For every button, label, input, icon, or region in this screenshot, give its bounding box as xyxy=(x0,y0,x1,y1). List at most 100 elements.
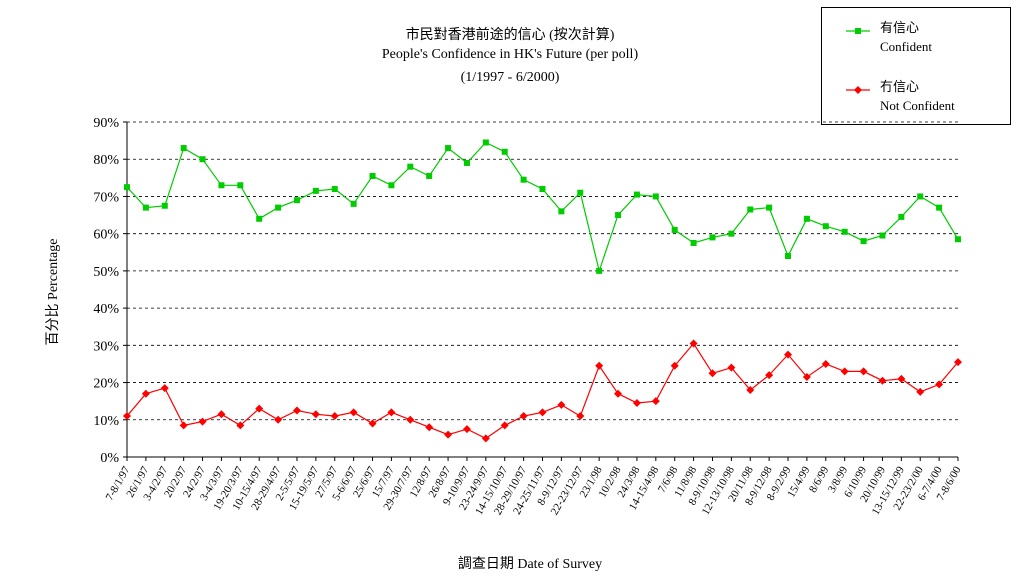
data-point xyxy=(311,410,320,419)
data-point xyxy=(954,358,962,367)
data-point xyxy=(462,425,471,434)
series-line xyxy=(126,141,959,274)
data-point xyxy=(879,232,886,239)
y-tick-label: 80% xyxy=(93,153,119,168)
data-point xyxy=(708,369,717,378)
data-point xyxy=(500,421,509,430)
data-point xyxy=(709,234,716,241)
data-point xyxy=(330,412,339,421)
data-point xyxy=(256,215,263,222)
data-point xyxy=(557,400,566,409)
data-point xyxy=(558,208,565,215)
data-point xyxy=(747,206,754,213)
x-tick-labels: 7-8/1/9726/1/973-4/2/9720/2/9724/2/973-4… xyxy=(104,464,964,517)
data-point xyxy=(275,204,282,211)
data-point xyxy=(840,367,849,376)
data-point xyxy=(615,212,622,219)
data-point xyxy=(803,215,810,222)
y-tick-label: 20% xyxy=(93,377,119,392)
data-point xyxy=(350,200,357,207)
chart-title: 市民對香港前途的信心 (按次計算) xyxy=(405,28,615,43)
data-point xyxy=(539,186,546,192)
data-point xyxy=(935,380,944,389)
data-point xyxy=(916,387,925,396)
data-point xyxy=(859,367,868,376)
y-tick-label: 40% xyxy=(93,302,119,317)
data-point xyxy=(312,187,319,194)
data-point xyxy=(124,184,130,191)
data-point xyxy=(917,193,924,200)
chart-legend: 有信心 Confident 冇信心 Not Confident xyxy=(821,7,1011,125)
data-point xyxy=(463,159,470,166)
data-point xyxy=(368,419,377,428)
series-not-confident xyxy=(123,339,962,443)
data-point xyxy=(292,406,301,415)
y-tick-label: 10% xyxy=(93,414,119,429)
data-point xyxy=(388,182,395,189)
y-tick-label: 60% xyxy=(93,228,119,243)
data-point xyxy=(746,386,755,394)
data-point xyxy=(199,156,206,163)
gridlines xyxy=(127,121,958,421)
data-point xyxy=(898,213,905,220)
data-point xyxy=(481,434,490,443)
data-point xyxy=(670,361,679,370)
data-point xyxy=(785,253,792,259)
y-tick-label: 0% xyxy=(100,451,119,466)
data-point xyxy=(802,372,811,381)
data-point xyxy=(519,412,528,421)
data-point xyxy=(141,389,150,398)
data-point xyxy=(331,186,338,192)
data-point xyxy=(425,423,434,432)
data-point xyxy=(180,145,187,152)
data-point xyxy=(651,397,660,406)
data-point xyxy=(576,412,585,421)
y-tick-labels: 0% 10% 20% 30% 40% 50% 60% 70% 80% 90% xyxy=(93,116,119,466)
data-point xyxy=(445,145,452,152)
data-point xyxy=(821,359,830,368)
y-tick-label: 90% xyxy=(93,116,119,131)
data-point xyxy=(822,223,829,230)
data-point xyxy=(728,230,735,237)
data-point xyxy=(841,228,848,235)
data-point xyxy=(727,363,736,372)
series-confident xyxy=(124,139,961,274)
data-point xyxy=(633,191,640,198)
data-point xyxy=(142,204,149,211)
data-point xyxy=(860,238,867,245)
data-point xyxy=(369,172,376,179)
data-point xyxy=(936,204,943,211)
data-point xyxy=(652,193,659,200)
data-point xyxy=(520,176,527,183)
data-series xyxy=(123,139,962,443)
legend-label-not-confident-en: Not Confident xyxy=(880,98,955,113)
data-point xyxy=(236,421,245,430)
data-point xyxy=(577,189,584,196)
data-point xyxy=(123,412,131,421)
data-point xyxy=(426,172,433,179)
y-tick-label: 50% xyxy=(93,265,119,280)
data-point xyxy=(501,148,508,155)
data-point xyxy=(406,415,415,424)
data-point xyxy=(293,197,300,204)
data-point xyxy=(198,417,207,426)
legend-label-not-confident-zh: 冇信心 xyxy=(880,79,920,94)
data-point xyxy=(765,371,774,380)
legend-marker-not-confident xyxy=(846,86,870,94)
data-point xyxy=(444,430,453,439)
data-point xyxy=(671,226,678,233)
data-point xyxy=(179,421,188,430)
data-point xyxy=(255,404,264,413)
data-point xyxy=(538,408,547,417)
data-point xyxy=(596,267,603,274)
data-point xyxy=(160,384,169,393)
data-point xyxy=(161,202,168,209)
data-point xyxy=(387,408,396,417)
axes xyxy=(123,121,959,461)
data-point xyxy=(689,339,698,348)
data-point xyxy=(482,139,489,146)
data-point xyxy=(349,408,358,417)
data-point xyxy=(274,415,283,424)
series-line xyxy=(126,342,959,440)
data-point xyxy=(407,163,414,170)
